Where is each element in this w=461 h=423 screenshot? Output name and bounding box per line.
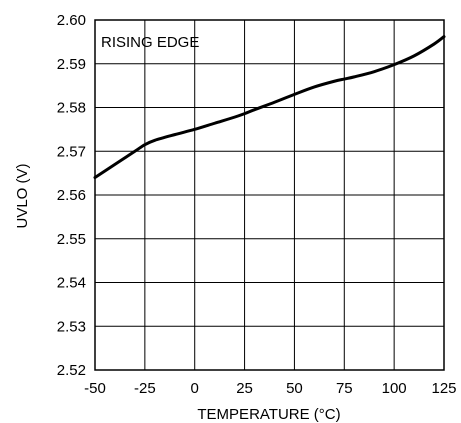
y-tick-label: 2.55 xyxy=(57,231,86,248)
y-tick-label: 2.60 xyxy=(57,12,86,29)
x-tick-label: 25 xyxy=(236,380,253,397)
x-axis-title: TEMPERATURE (°C) xyxy=(197,406,340,423)
x-tick-label: 75 xyxy=(336,380,353,397)
x-tick-label: 125 xyxy=(431,380,456,397)
x-tick-label: 0 xyxy=(191,380,199,397)
x-tick-label: 50 xyxy=(286,380,303,397)
y-tick-label: 2.54 xyxy=(57,275,86,292)
x-tick-label: 100 xyxy=(382,380,407,397)
series-line xyxy=(93,35,446,179)
y-tick-label: 2.56 xyxy=(57,187,86,204)
y-tick-labels: 2.52 2.53 2.54 2.55 2.56 2.57 2.58 2.59 2.60 xyxy=(57,12,86,379)
x-tick-label: -50 xyxy=(84,380,106,397)
x-tick-label: -25 xyxy=(134,380,156,397)
plot-frame xyxy=(94,19,445,371)
x-tick-labels: -50 -25 0 25 50 75 100 125 xyxy=(84,380,456,397)
horizontal-gridlines xyxy=(95,19,444,371)
y-tick-label: 2.53 xyxy=(57,318,86,335)
y-tick-label: 2.57 xyxy=(57,143,86,160)
y-axis-title: UVLO (V) xyxy=(14,163,31,228)
y-tick-label: 2.58 xyxy=(57,100,86,117)
y-tick-label: 2.59 xyxy=(57,56,86,73)
y-tick-label: 2.52 xyxy=(57,362,86,379)
annotation-rising-edge: RISING EDGE xyxy=(101,34,199,51)
